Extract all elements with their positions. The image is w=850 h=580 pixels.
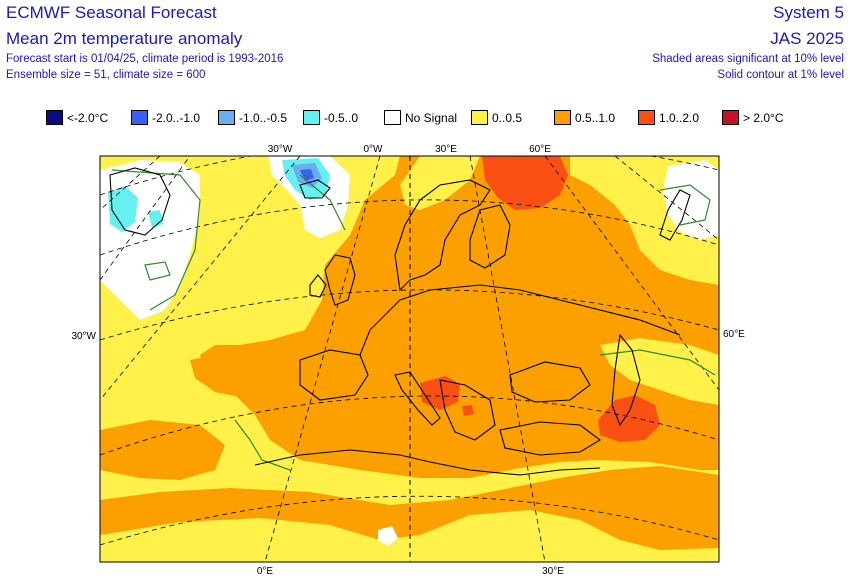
contour-note: Solid contour at 1% level (717, 69, 844, 81)
ensemble-info: Ensemble size = 51, climate size = 600 (6, 69, 206, 81)
coast-scandinavia (394, 179, 491, 292)
anomaly-zone-yellow-atlantic (100, 156, 719, 562)
coast-novaya-zemlya (659, 189, 691, 241)
grid-label-bottom: 0°E (257, 566, 274, 577)
legend-label: -1.0..-0.5 (239, 111, 288, 125)
legend-swatch (638, 110, 655, 125)
map-subtitle: Mean 2m temperature anomaly (6, 29, 243, 48)
legend-label: No Signal (405, 111, 458, 125)
anomaly-zone-orange-atlantic (190, 352, 280, 398)
anomaly-zone-yellow-sahara (100, 510, 719, 562)
legend-swatch (131, 110, 148, 125)
grid-label-left: 30°W (71, 331, 96, 342)
anomaly-zone-orange-sahel (100, 420, 225, 480)
legend-label: -0.5..0 (324, 111, 359, 125)
legend-label: 0.5..1.0 (575, 111, 616, 125)
grid-label-bottom: 30°E (542, 566, 564, 577)
legend-swatch (722, 110, 739, 125)
significance-contours (111, 169, 716, 471)
legend-swatch (46, 110, 63, 125)
legend-label: -2.0..-1.0 (152, 111, 201, 125)
coast-italy (394, 371, 441, 426)
coast-finland (469, 204, 511, 269)
legend-label: 0..0.5 (492, 111, 523, 125)
anomaly-cool-greenland (108, 186, 138, 232)
grid-label-top: 0°W (364, 144, 384, 155)
legend-swatch (554, 110, 571, 125)
anomaly-cool-iceland-core (300, 169, 314, 181)
anomaly-hot-scandinavia (482, 156, 568, 210)
coast-europe-main (359, 284, 681, 356)
coast-ireland (309, 274, 327, 298)
season-label: JAS 2025 (770, 29, 844, 48)
map-title: ECMWF Seasonal Forecast (6, 3, 217, 22)
significance-note: Shaded areas significant at 10% level (652, 53, 844, 65)
system-label: System 5 (773, 3, 844, 22)
coast-black-sea (509, 361, 591, 403)
coast-north-africa (254, 449, 601, 476)
legend-label: > 2.0°C (743, 111, 784, 125)
anomaly-zone-yellow-caspian (600, 338, 719, 405)
anomaly-hot-ukraine (420, 376, 460, 410)
coast-iceland (299, 179, 331, 199)
legend-swatch (471, 110, 488, 125)
anomaly-cool-greenland-small (148, 210, 163, 228)
legend-swatch (384, 110, 401, 125)
grid-label-top: 30°E (435, 144, 457, 155)
coast-turkey (499, 421, 601, 456)
graticule (100, 156, 719, 562)
legend-swatch (218, 110, 235, 125)
forecast-info: Forecast start is 01/04/25, climate peri… (6, 53, 284, 65)
legend-swatch (303, 110, 320, 125)
legend-label: 1.0..2.0 (659, 111, 700, 125)
grid-label-right: 60°E (723, 329, 745, 340)
coast-balkans (439, 379, 496, 441)
grid-label-top: 60°E (529, 144, 551, 155)
coast-iberia (299, 349, 369, 401)
coast-greenland (109, 167, 171, 236)
coast-caspian (611, 333, 641, 427)
grid-label-top: 30°W (268, 144, 293, 155)
anomaly-hot-caucasus (598, 395, 660, 442)
map-frame (99, 155, 720, 563)
anomaly-map: 30°W 0°W 30°E 60°E 30°W 60°E 0°E 30°E (71, 144, 745, 577)
anomaly-hot-spot-balkan (462, 405, 474, 416)
coastlines (109, 167, 691, 476)
anomaly-zone-yellow-north (400, 156, 480, 210)
no-signal-africa (378, 526, 398, 546)
legend-label: <-2.0°C (67, 111, 109, 125)
coast-british-isles (324, 254, 356, 306)
